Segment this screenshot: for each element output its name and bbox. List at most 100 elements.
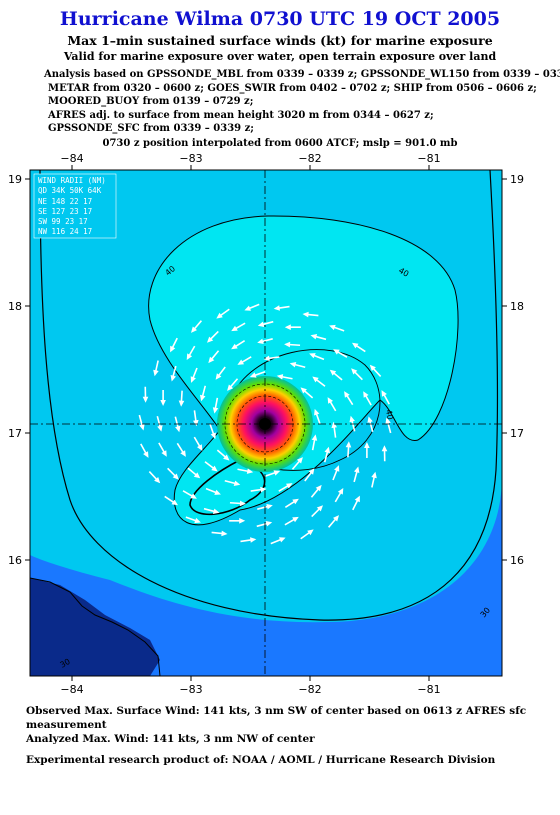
wind-vector-head [296,457,303,464]
wind-vector-head [211,465,218,472]
wind-vector-head [351,368,358,375]
lon-tick-label: −82 [298,683,321,696]
wind-vector-head [208,356,215,364]
wind-vector-head [210,432,216,440]
map-title: Hurricane Wilma 0730 UTC 19 OCT 2005 [59,8,501,30]
wind-vector-head [171,499,178,506]
wind-vector-head [265,521,273,527]
wind-vector-head [310,334,318,340]
wind-vector-head [231,343,238,350]
wind-vectors [138,303,392,545]
wind-vector-head [349,415,355,423]
wind-radii-row-sw: SW 99 23 17 [38,217,88,226]
wind-vector-head [324,446,330,454]
wind-radii-row-se: SE 127 23 17 [38,207,92,216]
wind-vector-head [309,353,316,359]
wind-vector-head [244,305,251,311]
analysis-line: AFRES adj. to surface from mean height 3… [48,109,434,121]
footer: Observed Max. Surface Wind: 141 kts, 3 n… [26,704,560,767]
wind-vector-head [302,311,309,318]
lon-axis-top: −84 −83 −82 −81 [60,152,441,170]
lat-axis-left: 19 18 17 16 [8,173,30,567]
wind-vector-head [333,515,339,522]
wind-40kt-contour [148,215,459,526]
lat-tick-label: 16 [8,554,22,567]
contour-label-40: 40 [384,409,395,421]
wind-vector-head [215,373,222,380]
contour-label-30: 30 [59,657,72,670]
analysis-line: Analysis based on GPSSONDE_MBL from 0339… [44,69,560,80]
wind-radii-box [33,173,117,239]
wind-vector-head [250,537,257,543]
land [30,578,160,676]
wind-vector-head [329,324,336,331]
wind-vector-head [314,408,320,416]
wind-vector-head [212,407,219,414]
wind-vector-head [289,362,297,368]
lon-axis-bottom: −84 −83 −82 −81 [60,676,441,696]
lon-tick-label: −81 [417,683,440,696]
wind-vector-head [367,416,373,423]
wind-vector-head [354,466,360,473]
lon-tick-label: −83 [179,152,202,165]
lat-tick-label: 19 [8,173,22,186]
wind-vector-head [212,508,220,514]
wind-vector-head [257,321,265,327]
wind-vector-head [363,391,369,398]
wind-vector-head [239,500,246,507]
wind-vector-head [286,483,293,489]
wind-vector-head [227,384,234,391]
wind-vector-head [191,326,197,333]
wind-vector-head [364,442,370,448]
lon-tick-label: −84 [60,152,83,165]
lat-tick-label: 17 [510,427,524,440]
wind-radii-legend: WIND RADII (NM) QD 34K 50K 64K NE 148 22… [33,173,117,239]
wind-vector-head [381,390,387,397]
wind-vector-head [157,425,163,432]
wind-vector-head [197,444,203,451]
wind-vector-head [327,397,333,404]
wind-vector-head [257,338,264,344]
coastline [30,577,161,676]
wind-vector-head [231,325,238,332]
lon-tick-label: −82 [298,152,321,165]
wind-radii-row-ne: NE 148 22 17 [38,197,92,206]
wind-radii-row-nw: NW 116 24 17 [38,227,92,236]
wind-vector-head [273,305,280,311]
wind-vector-head [371,471,377,479]
map-subtitle: Max 1–min sustained surface winds (kt) f… [67,33,493,48]
wind-vector-head [307,529,314,536]
exposure-note: Valid for marine exposure over water, op… [63,50,497,63]
wind-vector-head [193,419,199,427]
wind-vector-head [292,516,299,523]
wind-vector-head [200,394,206,402]
wind-vector-head [344,391,350,398]
analysis-line: MOORED_BUOY from 0139 – 0729 z; [48,96,254,108]
wind-vector-head [273,470,281,476]
wind-vector-head [334,465,340,472]
wind-vector-head [249,372,257,378]
wind-vector-head [139,424,145,431]
wind-vector-head [239,518,246,524]
analysis-line: GPSSONDE_SFC from 0339 – 0339 z; [48,123,254,135]
wind-50kt-lobe [189,459,266,516]
credit-line: Experimental research product of: NOAA /… [26,754,496,766]
wind-vector-head [315,484,322,492]
lon-tick-label: −84 [60,683,83,696]
wind-vector-head [175,425,181,433]
lon-tick-label: −81 [417,152,440,165]
wind-vector-head [329,369,337,376]
wind-vector-head [333,349,340,355]
lon-tick-label: −83 [179,683,202,696]
wind-vector-head [300,387,307,394]
wind-vector-head [178,400,185,407]
lat-tick-label: 16 [510,554,524,567]
wind-vector-head [311,434,318,441]
wind-vector-head [207,336,214,343]
wind-vector-head [216,312,223,319]
analyzed-max-wind: Analyzed Max. Wind: 141 kts, 3 nm NW of … [26,733,315,745]
lat-tick-label: 19 [510,173,524,186]
lat-tick-label: 17 [8,427,22,440]
wind-vector-head [186,353,193,360]
wind-vector-head [345,441,352,448]
